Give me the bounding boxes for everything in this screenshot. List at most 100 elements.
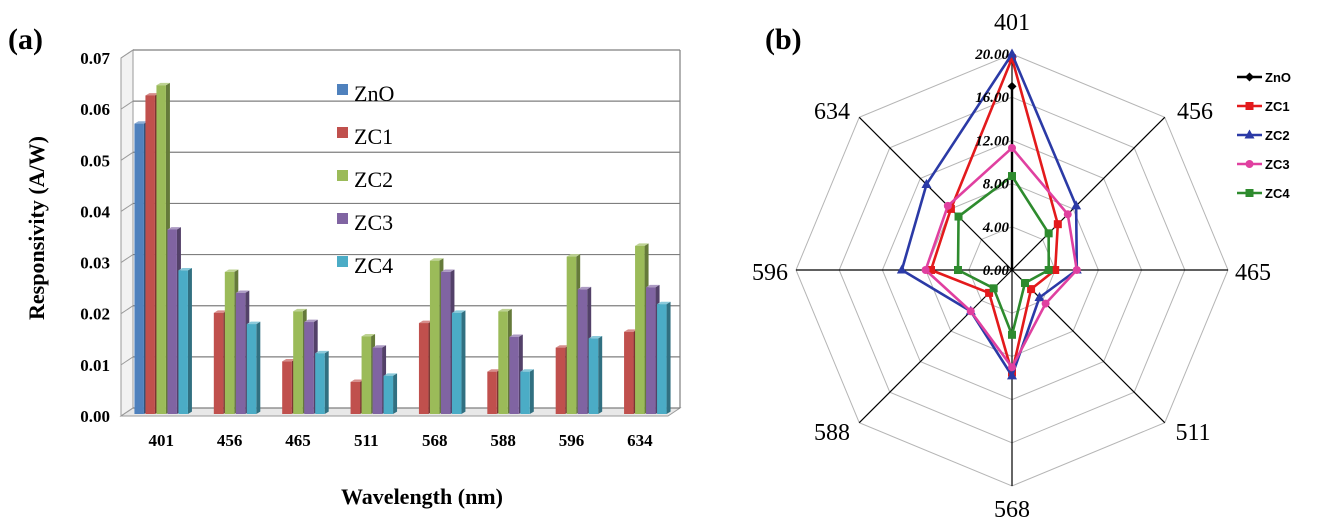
bar-ZC4-568-side [461, 310, 466, 414]
bar-ZC4-588-top [520, 369, 534, 372]
bar-ZC1-401-top [145, 93, 159, 96]
legend-label-ZnO: ZnO [354, 81, 394, 106]
bar-ZC2-465-top [293, 308, 307, 312]
legend-swatch-ZC2 [337, 170, 348, 181]
legend-swatch-ZC1 [337, 127, 348, 138]
bar-ZC4-465-top [315, 350, 329, 354]
y-tick-label: 0.06 [80, 100, 110, 119]
radar-point-ZC4-634 [954, 212, 963, 221]
bar-ZC2-456-top [224, 269, 239, 272]
radar-point-ZC4-456 [1044, 229, 1053, 238]
radial-tick-label: 0.00 [983, 263, 1010, 279]
radar-axis-label: 568 [994, 497, 1030, 523]
bar-ZC4-465 [315, 353, 325, 414]
legend-b-label-ZC4: ZC4 [1265, 186, 1290, 201]
panel-a-label: (a) [8, 23, 43, 56]
x-tick-label: 465 [285, 431, 311, 450]
bar-ZC2-568 [429, 260, 440, 414]
bar-ZC4-401-top [178, 267, 192, 271]
bar-ZnO-401 [134, 123, 144, 414]
legend-marker-ZnO [1245, 72, 1254, 82]
legend-marker-ZC4 [1245, 189, 1254, 197]
legend-b-label-ZC3: ZC3 [1265, 157, 1290, 172]
y-tick-label: 0.01 [80, 356, 110, 375]
bar-ZC3-568 [440, 271, 451, 414]
y-tick-label: 0.04 [80, 202, 110, 221]
radial-tick-label: 16.00 [975, 90, 1009, 106]
bar-ZC4-596-side [598, 336, 603, 414]
bar-ZC2-634 [635, 245, 645, 414]
legend-b-label-ZC1: ZC1 [1265, 99, 1290, 114]
bar-ZC2-401-top [156, 82, 170, 86]
y-tick-label: 0.07 [80, 49, 110, 68]
bar-ZC4-568-top [451, 310, 466, 313]
bar-ZC3-596-top [577, 286, 592, 290]
bar-ZC3-456-top [235, 290, 250, 293]
bar-ZC4-588-side [529, 369, 534, 414]
bar-ZC2-511-top [361, 333, 376, 337]
bar-ZC3-401-top [167, 227, 181, 230]
radar-point-ZC3-588 [966, 307, 975, 316]
legend-swatch-ZC4 [337, 256, 348, 267]
radar-point-ZC1-596 [927, 266, 935, 274]
x-tick-label: 401 [148, 431, 174, 450]
radial-tick-label: 8.00 [983, 177, 1010, 193]
radar-series-ZC4 [954, 172, 1053, 339]
legend-item-ZC2 [1237, 129, 1262, 139]
radar-point-ZC1-465 [1051, 266, 1060, 274]
radar-point-ZC3-634 [943, 201, 952, 210]
bar-ZC1-511-top [350, 379, 365, 382]
radar-point-ZC4-568 [1008, 330, 1016, 339]
radar-spoke [1011, 116, 1166, 271]
bar-ZC3-588-top [509, 334, 523, 337]
bar-ZC1-456-top [213, 310, 228, 313]
radar-point-ZC2-634 [921, 178, 932, 188]
radar-point-ZC1-401 [1008, 54, 1016, 63]
radial-tick-label: 20.00 [974, 47, 1009, 63]
radar-spoke [858, 116, 1013, 271]
panel-b-label: (b) [765, 23, 802, 56]
radar-axis-label: 634 [814, 99, 850, 125]
y-gridline-depth [120, 407, 134, 417]
bar-ZC4-465-side [324, 350, 329, 414]
bar-ZC2-634-top [635, 243, 649, 246]
legend-label-ZC3: ZC3 [354, 210, 393, 235]
legend-item-ZC1 [1237, 102, 1262, 110]
radial-tick-label: 4.00 [982, 220, 1010, 236]
legend-label-ZC4: ZC4 [354, 253, 393, 278]
bar-ZC3-401 [167, 229, 177, 414]
radar-point-ZC3-465 [1072, 266, 1081, 274]
y-tick-label: 0.05 [80, 151, 110, 170]
y-gridline-depth [120, 356, 134, 366]
legend-swatch-ZnO [337, 84, 348, 95]
radar-point-ZC3-511 [1041, 299, 1050, 308]
radar-point-ZnO-401 [1007, 81, 1017, 91]
y-gridline-depth [120, 49, 134, 59]
radar-point-ZC4-401 [1008, 172, 1016, 181]
bar-ZC1-588 [487, 371, 497, 414]
bar-ZC2-401 [156, 85, 166, 414]
radar-axis-label: 401 [994, 10, 1030, 36]
bar-ZC4-588 [520, 371, 530, 414]
bar-ZC3-634-top [646, 284, 660, 288]
y-gridline-depth [120, 203, 134, 212]
bar-ZC2-456 [224, 271, 235, 414]
x-tick-label: 456 [217, 431, 243, 450]
radar-axis-label: 596 [752, 260, 788, 286]
bar-ZC3-511 [372, 347, 383, 414]
radar-point-ZC2-456 [1071, 200, 1082, 210]
bar-ZC3-596 [577, 289, 588, 414]
bar-ZC3-568-top [440, 269, 455, 272]
bar-ZnO-401-top [134, 121, 148, 124]
bar-ZC4-511-top [383, 373, 398, 376]
radar-point-ZC2-596 [896, 264, 907, 274]
bar-ZC1-596 [555, 347, 566, 414]
x-tick-label: 568 [422, 431, 448, 450]
bar-ZC4-511-side [393, 373, 398, 414]
bar-ZC2-596-top [566, 254, 581, 257]
bar-ZC4-456-side [256, 321, 261, 414]
bar-ZC4-634-top [657, 301, 671, 305]
radar-axis-label: 588 [814, 420, 850, 446]
bar-ZC4-634 [657, 304, 667, 414]
bar-ZC3-511-top [372, 345, 387, 348]
